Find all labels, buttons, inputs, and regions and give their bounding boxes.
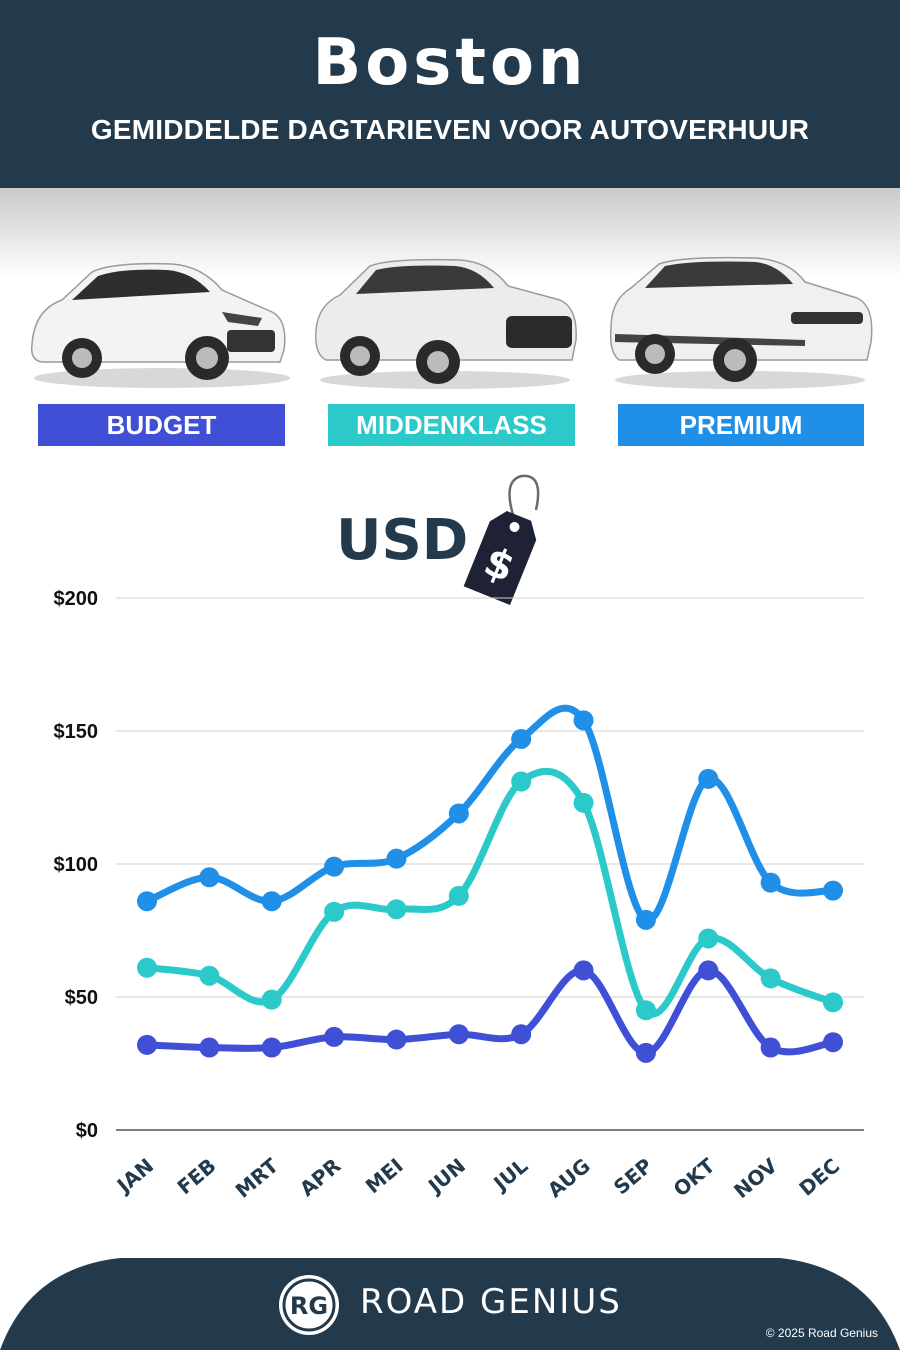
- data-point-budget-aug: [573, 960, 594, 981]
- data-point-premium-jun: [448, 803, 469, 824]
- data-point-budget-dec: [823, 1032, 843, 1053]
- page-subtitle: GEMIDDELDE DAGTARIEVEN VOOR AUTOVERHUUR: [90, 114, 810, 145]
- data-point-budget-mei: [386, 1029, 407, 1050]
- data-point-budget-jul: [511, 1024, 532, 1045]
- data-point-budget-sep: [635, 1042, 656, 1063]
- data-point-budget-nov: [760, 1037, 781, 1058]
- data-point-middenklass-apr: [324, 901, 345, 922]
- data-point-premium-dec: [823, 880, 843, 901]
- x-tick-label: NOV: [729, 1153, 782, 1203]
- badge-premium-label: PREMIUM: [679, 410, 803, 440]
- badge-budget: BUDGET: [38, 404, 285, 446]
- x-tick-label: AUG: [543, 1153, 595, 1202]
- badge-middenklass-label: MIDDENKLASS: [356, 410, 547, 440]
- data-point-premium-feb: [199, 867, 220, 888]
- x-tick-label: JUN: [422, 1153, 470, 1199]
- badge-premium: PREMIUM: [618, 404, 864, 446]
- footer-band: [0, 1258, 900, 1350]
- data-point-middenklass-nov: [760, 968, 781, 989]
- data-point-middenklass-jun: [448, 885, 469, 906]
- rates-line-chart: $0 $50 $100 $150 $200 JAN FEB MRT APR MEI JUN JUL AU…: [54, 588, 864, 1203]
- data-point-middenklass-jul: [511, 771, 532, 792]
- data-point-middenklass-sep: [635, 1000, 656, 1021]
- data-point-middenklass-mei: [386, 899, 407, 920]
- data-point-middenklass-feb: [199, 965, 220, 986]
- hatchback-car-icon: [30, 262, 290, 388]
- data-point-budget-apr: [324, 1026, 345, 1047]
- road-genius-logo-icon: RG: [279, 1275, 339, 1335]
- data-point-middenklass-jan: [137, 957, 157, 978]
- data-point-middenklass-mrt: [261, 989, 282, 1010]
- x-tick-label: MEI: [361, 1153, 408, 1198]
- x-tick-label: FEB: [173, 1153, 221, 1199]
- badge-middenklass: MIDDENKLASS: [328, 404, 575, 446]
- logo-text: RG: [290, 1292, 328, 1320]
- currency-label: USD: [336, 508, 469, 573]
- data-point-premium-mrt: [261, 891, 282, 912]
- price-tag-icon: $: [463, 474, 540, 605]
- data-point-premium-aug: [573, 710, 594, 731]
- suv-car-icon: [314, 258, 577, 389]
- series-line-premium: [143, 704, 837, 924]
- y-tick-label: $150: [54, 721, 99, 743]
- x-tick-label: OKT: [669, 1153, 720, 1201]
- page-title: Boston: [312, 26, 588, 100]
- data-point-middenklass-dec: [823, 992, 843, 1013]
- data-point-premium-okt: [698, 768, 719, 789]
- data-point-premium-apr: [324, 856, 345, 877]
- data-point-premium-sep: [635, 909, 656, 930]
- data-point-premium-jan: [137, 891, 157, 912]
- series-line-budget: [143, 966, 837, 1057]
- data-point-premium-nov: [760, 872, 781, 893]
- data-point-premium-mei: [386, 848, 407, 869]
- data-point-premium-jul: [511, 728, 532, 749]
- data-point-budget-okt: [698, 960, 719, 981]
- badge-budget-label: BUDGET: [106, 410, 217, 440]
- y-tick-label: $100: [54, 854, 99, 876]
- header: Boston GEMIDDELDE DAGTARIEVEN VOOR AUTOV…: [0, 0, 900, 188]
- data-point-budget-feb: [199, 1037, 220, 1058]
- data-point-middenklass-okt: [698, 928, 719, 949]
- brand-name: ROAD GENIUS: [360, 1282, 622, 1322]
- x-tick-label: SEP: [609, 1153, 657, 1199]
- y-tick-label: $0: [76, 1120, 98, 1142]
- x-tick-label: MRT: [231, 1153, 284, 1202]
- y-tick-label: $200: [54, 588, 99, 610]
- copyright: © 2025 Road Genius: [765, 1326, 878, 1340]
- y-tick-label: $50: [65, 987, 98, 1009]
- x-tick-label: JUL: [488, 1153, 533, 1196]
- data-point-middenklass-aug: [573, 792, 594, 813]
- data-point-budget-jan: [137, 1034, 157, 1055]
- x-tick-label: DEC: [794, 1153, 844, 1200]
- x-tick-label: APR: [295, 1153, 345, 1201]
- data-point-budget-mrt: [261, 1037, 282, 1058]
- x-tick-label: JAN: [111, 1153, 158, 1198]
- data-point-budget-jun: [448, 1024, 469, 1045]
- premium-suv-icon: [609, 256, 873, 389]
